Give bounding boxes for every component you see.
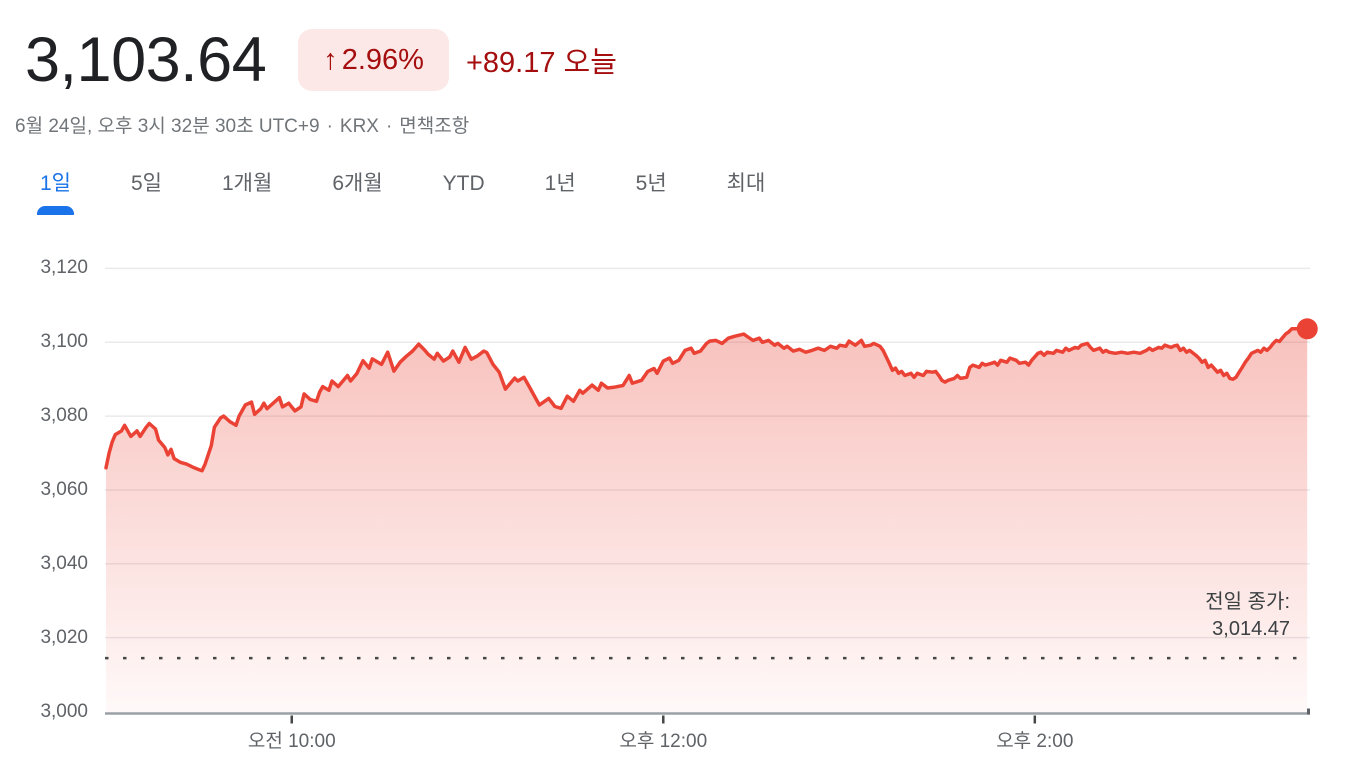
x-tick-marks [290,715,1037,724]
change-percent-badge: ↑ 2.96% [298,29,449,91]
y-axis-label: 3,000 [40,700,88,722]
previous-close-label: 전일 종가: 3,014.47 [1205,589,1290,643]
change-absolute: +89.17 오늘 [465,47,617,79]
exchange-label: KRX [339,116,379,137]
y-axis-label: 3,100 [40,331,88,353]
x-axis-label: 오후 2:00 [996,731,1074,752]
area-fill [106,328,1308,714]
tab-5d[interactable]: 5일 [131,172,162,195]
tab-ytd[interactable]: YTD [442,172,485,195]
change-percent-value: 2.96% [341,44,424,76]
tab-1m[interactable]: 1개월 [222,172,273,195]
x-axis-label: 오후 12:00 [619,731,708,752]
y-axis-label: 3,060 [40,478,88,500]
tab-max[interactable]: 최대 [726,172,766,195]
time-range-tabs: 1일 5일 1개월 6개월 YTD 1년 5년 최대 [37,170,766,215]
y-axis-label: 3,040 [40,552,88,574]
tab-6m[interactable]: 6개월 [332,172,383,195]
y-axis-label: 3,080 [40,405,88,427]
tab-5y[interactable]: 5년 [635,172,667,195]
price-chart[interactable] [0,240,1353,761]
previous-close-caption: 전일 종가: [1205,591,1290,613]
quote-meta: 6월 24일, 오후 3시 32분 30초 UTC+9 · KRX · 면책조항 [15,116,470,137]
previous-close-value: 3,014.47 [1212,618,1290,640]
tab-1y[interactable]: 1년 [544,172,576,195]
x-axis-label: 오전 10:00 [247,731,336,752]
disclaimer-link[interactable]: 면책조항 [399,116,470,137]
y-axis-label: 3,020 [40,626,88,648]
tab-1d[interactable]: 1일 [37,170,74,215]
quote-header: 3,103.64 ↑ 2.96% +89.17 오늘 [25,24,617,96]
price-chart-area: 3,000 3,020 3,040 3,060 3,080 3,100 3,120 오전 1… [0,240,1353,761]
price-line [104,327,1309,473]
quote-timestamp: 6월 24일, 오후 3시 32분 30초 UTC+9 [15,116,320,137]
current-price: 3,103.64 [25,25,267,95]
last-price-dot [1296,318,1318,340]
up-arrow-icon: ↑ [323,44,338,76]
y-axis-label: 3,120 [40,257,88,279]
